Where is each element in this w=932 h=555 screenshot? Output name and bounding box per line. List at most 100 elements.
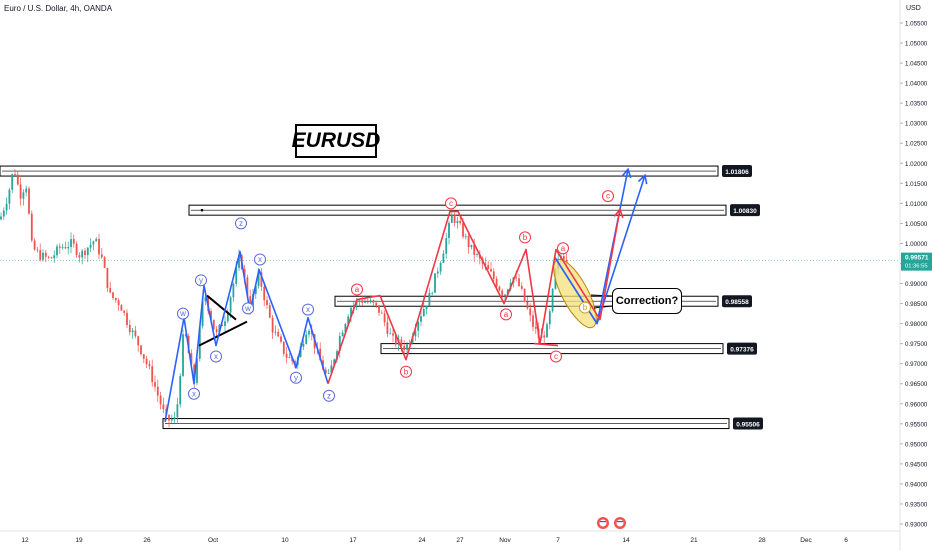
- price-tick-label: 1.01000: [905, 201, 928, 208]
- candle-body: [529, 308, 532, 316]
- candle-body: [414, 330, 417, 337]
- price-tick-label: 1.01500: [905, 181, 928, 188]
- candle-body: [431, 292, 434, 294]
- price-tick-label: 0.99000: [905, 281, 928, 288]
- wave-label-circle: [400, 365, 412, 378]
- candle-body: [154, 382, 156, 387]
- candle-body: [252, 293, 254, 311]
- candle-body: [128, 325, 131, 333]
- arrow-head: [613, 207, 624, 219]
- wave-label-text: w: [179, 309, 186, 318]
- candle-body: [201, 301, 204, 327]
- candle-body: [417, 321, 420, 331]
- candle-body: [14, 174, 16, 175]
- price-tick-label: 1.03500: [905, 101, 928, 108]
- candle-body: [420, 316, 422, 322]
- candle-body: [484, 263, 487, 266]
- candle-body: [383, 313, 386, 323]
- candle-body: [274, 331, 277, 333]
- candle-body: [282, 341, 285, 354]
- level-label-bg: [722, 295, 752, 308]
- price-tick-label: 0.98000: [905, 321, 928, 328]
- candle-body: [229, 297, 232, 313]
- wave-label-text: x: [258, 255, 262, 264]
- wave-label-circle: [323, 389, 335, 402]
- wave-label-text: b: [523, 233, 528, 242]
- candle-body: [142, 354, 145, 359]
- time-tick-label: 24: [418, 537, 426, 544]
- candle-body: [543, 335, 546, 338]
- candle-body: [156, 386, 159, 396]
- candle-body: [148, 364, 151, 367]
- wave-label-text: x: [192, 389, 196, 398]
- candle-body: [224, 321, 226, 326]
- wave-label-circle: [351, 283, 363, 296]
- candle-body: [0, 216, 2, 220]
- candle-body: [36, 249, 39, 251]
- candle-body: [366, 301, 369, 303]
- candle-body: [196, 358, 198, 383]
- candle-body: [445, 237, 448, 254]
- candle-body: [254, 286, 257, 294]
- candle-body: [162, 404, 165, 410]
- candle-body: [117, 300, 120, 306]
- price-tick-label: 0.96500: [905, 381, 928, 388]
- candle-body: [347, 316, 350, 325]
- price-tick-label: 0.93500: [905, 501, 928, 508]
- candle-body: [548, 311, 551, 325]
- candle-body: [330, 365, 333, 374]
- time-tick-label: 17: [349, 537, 357, 544]
- candle-body: [67, 247, 70, 249]
- candle-body: [84, 250, 86, 256]
- candle-body: [476, 254, 478, 255]
- candle-body: [243, 268, 246, 278]
- wave-label-circle: [550, 350, 562, 363]
- candle-body: [182, 334, 184, 376]
- wave-label-circle: [177, 307, 189, 320]
- candle-body: [109, 288, 112, 293]
- arrow-head: [637, 173, 648, 185]
- candle-body: [25, 188, 28, 193]
- wave-label-text: x: [306, 305, 310, 314]
- candle-body: [44, 252, 47, 257]
- candle-body: [16, 174, 19, 185]
- time-axis: 12 19 26 Oct 10 17 24 27 Nov 7 14 21 28 Dec 6: [0, 517, 900, 544]
- candle-body: [302, 343, 305, 347]
- candle-body: [64, 247, 67, 249]
- candle-body: [344, 324, 347, 333]
- candle-body: [504, 294, 506, 296]
- candle-body: [358, 300, 361, 302]
- candle-body: [42, 252, 44, 260]
- price-tick-label: 0.97500: [905, 341, 928, 348]
- price-tick-label: 1.00500: [905, 221, 928, 228]
- candle-body: [179, 375, 182, 405]
- price-tick-label: 1.02500: [905, 141, 928, 148]
- candle-body: [159, 395, 162, 405]
- candle-body: [39, 250, 42, 260]
- candle-body: [126, 312, 128, 326]
- wave-label-text: a: [504, 310, 509, 319]
- candle-body: [176, 404, 179, 418]
- candle-body: [218, 324, 221, 333]
- candle-body: [562, 256, 565, 260]
- wave-label-circle: [579, 301, 591, 314]
- candle-body: [422, 309, 425, 317]
- price-tick-label: 0.94500: [905, 461, 928, 468]
- price-tick-label: 1.00000: [905, 241, 928, 248]
- blue-wave-path: [164, 250, 329, 422]
- wave-label-circle: [500, 308, 512, 321]
- wave-label-text: b: [583, 303, 588, 312]
- candle-body: [95, 238, 98, 242]
- candle-body: [140, 345, 142, 355]
- candle-body: [369, 300, 372, 303]
- wave-label-circle: [445, 197, 457, 210]
- price-tick-label: 0.95500: [905, 421, 928, 428]
- candle-body: [532, 315, 534, 328]
- candle-body: [308, 330, 310, 335]
- candle-body: [100, 254, 103, 258]
- time-tick-label: 21: [690, 537, 698, 544]
- candle-body: [120, 305, 123, 311]
- candle-body: [145, 358, 148, 365]
- candle-body: [8, 189, 11, 204]
- candle-body: [408, 342, 411, 345]
